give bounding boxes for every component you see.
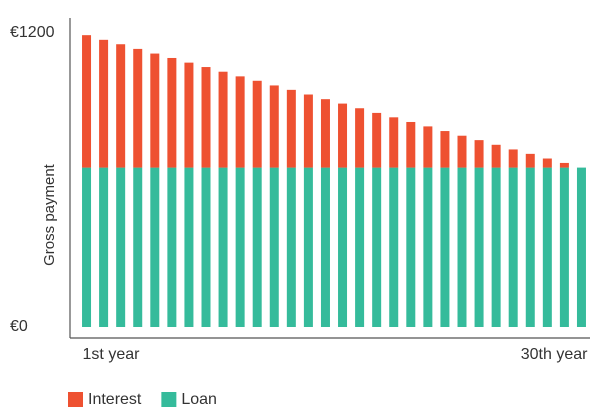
y-tick-label: €0 xyxy=(10,318,28,335)
legend-label: Loan xyxy=(181,391,217,408)
bar-segment xyxy=(218,167,228,327)
bar-segment xyxy=(423,126,433,168)
bar-segment xyxy=(167,57,177,168)
bar-segment xyxy=(99,167,109,327)
bar-segment xyxy=(286,167,296,327)
y-axis-label: Gross payment xyxy=(41,163,58,266)
bar-segment xyxy=(389,117,399,168)
bar-segment xyxy=(355,108,365,168)
bar-segment xyxy=(338,103,348,168)
bar-segment xyxy=(133,48,143,168)
bar-segment xyxy=(440,167,450,327)
bar-segment xyxy=(116,44,126,168)
bar-segment xyxy=(235,76,245,168)
bar-segment xyxy=(338,167,348,327)
bar-segment xyxy=(150,167,160,327)
bar-segment xyxy=(116,167,126,327)
bar-segment xyxy=(184,62,194,168)
bar-segment xyxy=(440,131,450,168)
bar-segment xyxy=(82,35,92,168)
bar-segment xyxy=(491,144,501,168)
bar-segment xyxy=(320,167,330,327)
x-tick-label: 30th year xyxy=(521,346,588,363)
bar-segment xyxy=(218,71,228,168)
bar-segment xyxy=(559,167,569,327)
bar-segment xyxy=(303,167,313,327)
y-tick-label: €1200 xyxy=(10,24,55,41)
bar-segment xyxy=(320,99,330,168)
bar-segment xyxy=(508,149,518,168)
bar-segment xyxy=(372,112,382,168)
bar-segment xyxy=(406,167,416,327)
bar-segment xyxy=(457,135,467,168)
bar-segment xyxy=(286,89,296,168)
bar-segment xyxy=(252,167,262,327)
bar-segment xyxy=(269,167,279,327)
bar-segment xyxy=(491,167,501,327)
bar-segment xyxy=(133,167,143,327)
bar-segment xyxy=(457,167,467,327)
bar-segment xyxy=(150,53,160,168)
bar-segment xyxy=(542,158,552,168)
bar-segment xyxy=(508,167,518,327)
bar-segment xyxy=(252,80,262,168)
bar-segment xyxy=(303,94,313,168)
bar-segment xyxy=(389,167,399,327)
legend-swatch xyxy=(68,392,83,407)
x-tick-label: 1st year xyxy=(83,346,141,363)
legend-label: Interest xyxy=(88,391,142,408)
bar-segment xyxy=(82,167,92,327)
bar-segment xyxy=(184,167,194,327)
bar-segment xyxy=(269,85,279,168)
legend-swatch xyxy=(161,392,177,407)
bar-segment xyxy=(201,167,211,327)
bar-segment xyxy=(355,167,365,327)
bar-segment xyxy=(474,140,484,168)
bar-segment xyxy=(474,167,484,327)
bar-segment xyxy=(99,39,109,168)
bar-segment xyxy=(525,153,535,168)
bar-segment xyxy=(201,67,211,168)
bar-segment xyxy=(525,167,535,327)
bar-segment xyxy=(559,162,569,168)
bar-segment xyxy=(423,167,433,327)
bar-segment xyxy=(542,167,552,327)
bar-segment xyxy=(406,121,416,168)
bar-segment xyxy=(576,167,586,327)
bar-segment xyxy=(167,167,177,327)
bar-segment xyxy=(235,167,245,327)
bar-segment xyxy=(372,167,382,327)
